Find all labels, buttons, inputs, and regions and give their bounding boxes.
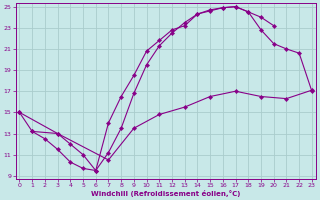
X-axis label: Windchill (Refroidissement éolien,°C): Windchill (Refroidissement éolien,°C) (91, 190, 240, 197)
